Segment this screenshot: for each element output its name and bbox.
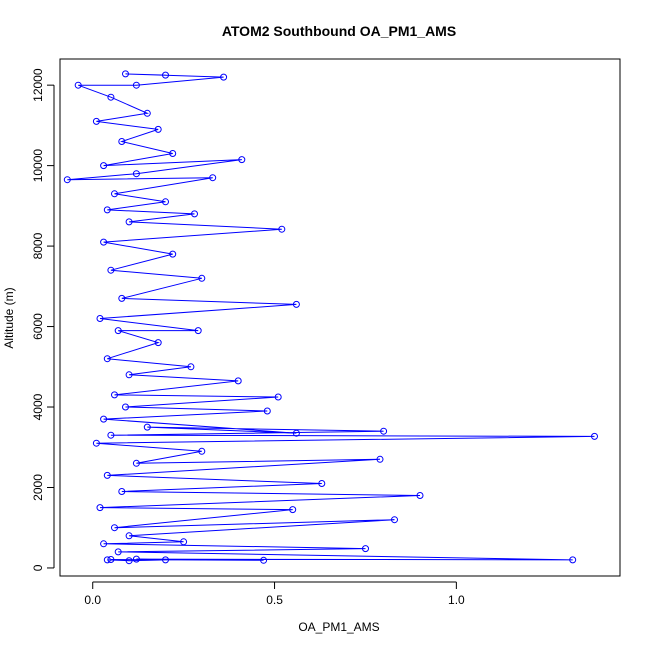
data-point xyxy=(100,540,108,548)
data-point xyxy=(107,556,115,563)
data-point xyxy=(380,427,388,435)
chart-title: ATOM2 Southbound OA_PM1_AMS xyxy=(222,23,456,39)
data-point xyxy=(96,504,104,512)
y-tick-label: 0 xyxy=(31,564,45,571)
x-axis-label: OA_PM1_AMS xyxy=(298,620,379,634)
y-tick-label: 12000 xyxy=(31,68,45,102)
data-point xyxy=(125,532,133,540)
data-point xyxy=(180,538,188,546)
data-point xyxy=(143,423,151,431)
x-tick-label: 0.5 xyxy=(266,593,283,607)
y-tick-label: 4000 xyxy=(31,393,45,420)
data-point xyxy=(220,73,228,81)
data-point xyxy=(289,506,297,514)
data-point xyxy=(292,429,300,437)
plot-area xyxy=(59,58,621,577)
data-point xyxy=(238,156,246,164)
data-point xyxy=(154,125,162,133)
data-point xyxy=(63,176,71,184)
data-point xyxy=(132,555,140,563)
series-line xyxy=(67,73,595,562)
data-point xyxy=(100,415,108,423)
data-point xyxy=(569,556,577,564)
data-point xyxy=(191,210,198,218)
x-tick-label: 0.0 xyxy=(84,593,101,607)
data-point xyxy=(169,150,177,157)
data-point xyxy=(103,471,111,479)
data-point xyxy=(187,363,195,371)
data-point xyxy=(278,225,286,233)
data-point xyxy=(274,393,282,401)
data-point xyxy=(122,403,129,411)
data-point xyxy=(122,70,129,78)
data-point xyxy=(92,439,100,447)
data-point xyxy=(125,218,133,226)
data-point xyxy=(118,488,126,495)
data-point xyxy=(74,81,82,89)
data-point xyxy=(292,300,300,308)
data-point xyxy=(114,327,122,335)
data-point xyxy=(194,327,202,335)
data-point xyxy=(162,198,169,206)
data-point xyxy=(103,556,111,564)
data-point xyxy=(198,447,206,455)
data-point xyxy=(103,355,111,363)
data-point xyxy=(376,455,384,463)
data-point xyxy=(118,294,126,302)
data-point xyxy=(234,377,242,385)
data-point xyxy=(114,548,122,556)
data-point xyxy=(318,480,326,487)
data-point xyxy=(591,432,598,440)
data-point xyxy=(92,117,100,125)
data-point xyxy=(107,431,115,439)
data-point xyxy=(96,315,104,322)
data-point xyxy=(132,81,140,89)
data-point xyxy=(132,170,140,178)
data-point xyxy=(391,516,398,524)
data-point xyxy=(100,162,108,170)
data-point xyxy=(111,524,118,532)
data-point xyxy=(169,250,177,258)
data-point xyxy=(132,459,140,467)
data-point xyxy=(125,557,133,565)
y-tick-label: 2000 xyxy=(31,474,45,501)
data-point xyxy=(143,109,151,117)
data-point xyxy=(416,492,424,499)
data-point xyxy=(125,371,133,379)
y-axis: 0 2000 4000 6000 8000 10000 12000 xyxy=(31,68,55,571)
data-point xyxy=(260,556,268,564)
data-point xyxy=(103,206,111,214)
data-point xyxy=(198,274,206,282)
y-tick-label: 8000 xyxy=(31,232,45,259)
x-tick-label: 1.0 xyxy=(448,593,465,607)
data-point xyxy=(154,339,162,347)
data-point xyxy=(118,138,126,145)
data-point xyxy=(107,93,115,101)
data-point xyxy=(162,71,169,79)
data-point xyxy=(100,238,108,246)
data-point xyxy=(209,174,217,182)
y-tick-label: 6000 xyxy=(31,313,45,340)
plot-series xyxy=(63,70,598,565)
data-point xyxy=(107,266,115,274)
data-point xyxy=(263,407,271,415)
data-point xyxy=(362,545,369,553)
data-point xyxy=(162,556,169,564)
data-point xyxy=(111,391,118,399)
x-axis: 0.0 0.5 1.0 xyxy=(84,581,465,607)
data-point xyxy=(111,190,118,198)
y-axis-label: Altitude (m) xyxy=(2,287,16,348)
y-tick-label: 10000 xyxy=(31,149,45,183)
